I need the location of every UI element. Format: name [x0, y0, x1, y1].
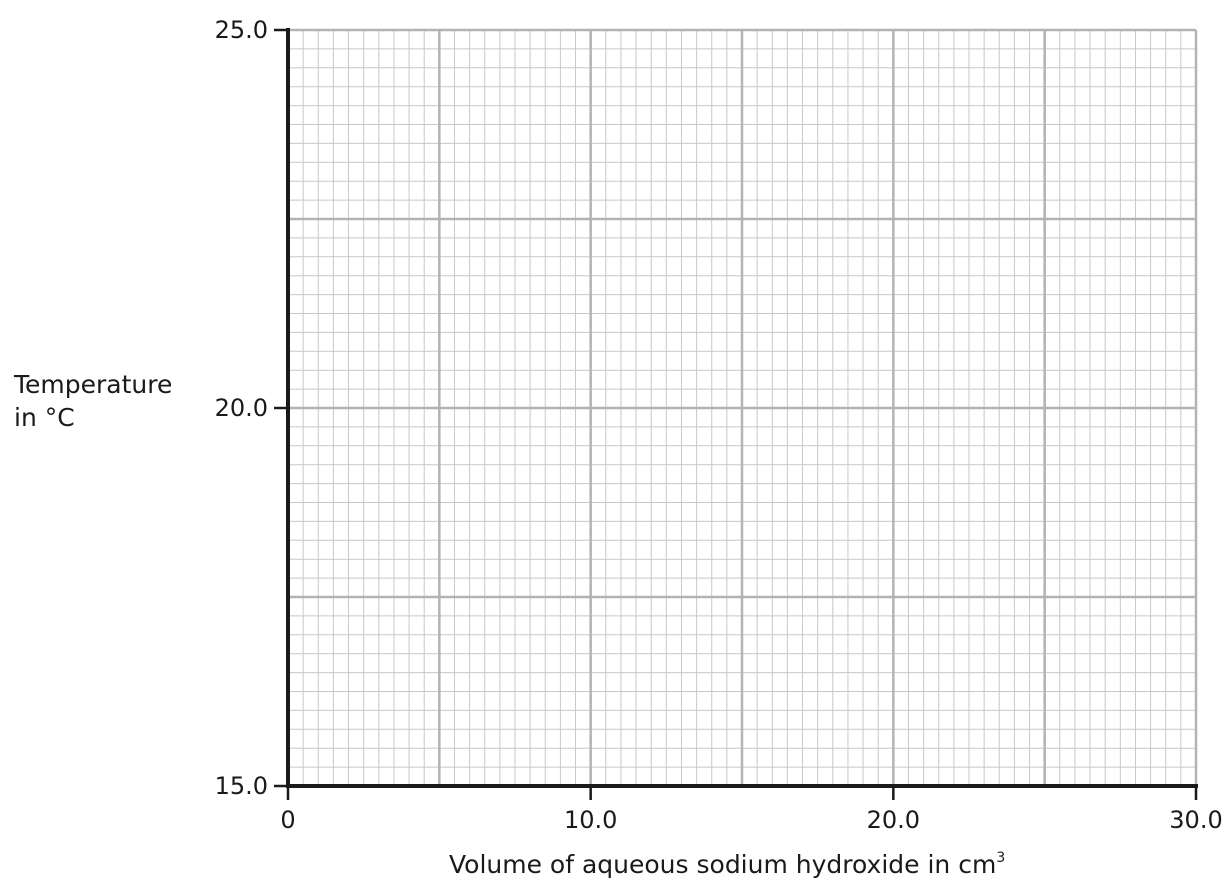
- y-tick-label: 15.0: [215, 772, 268, 800]
- x-axis-label-text: Volume of aqueous sodium hydroxide in cm: [449, 850, 997, 879]
- y-tick-label: 25.0: [215, 16, 268, 44]
- x-tick-label: 20.0: [867, 806, 920, 834]
- x-tick-label: 0: [280, 806, 295, 834]
- x-axis-label: Volume of aqueous sodium hydroxide in cm…: [449, 842, 1005, 881]
- x-tick-label: 10.0: [564, 806, 617, 834]
- y-axis-label-line-1: Temperature: [14, 370, 173, 399]
- tick-marks: 15.0 20.0 25.0 0 10.0 20.0 30.0: [215, 16, 1223, 834]
- y-axis-label-line-2: in °C: [14, 403, 75, 432]
- x-axis-label-superscript: 3: [996, 850, 1006, 866]
- grid-paper: [286, 28, 1198, 788]
- y-tick-label: 20.0: [215, 394, 268, 422]
- x-tick-label: 30.0: [1169, 806, 1222, 834]
